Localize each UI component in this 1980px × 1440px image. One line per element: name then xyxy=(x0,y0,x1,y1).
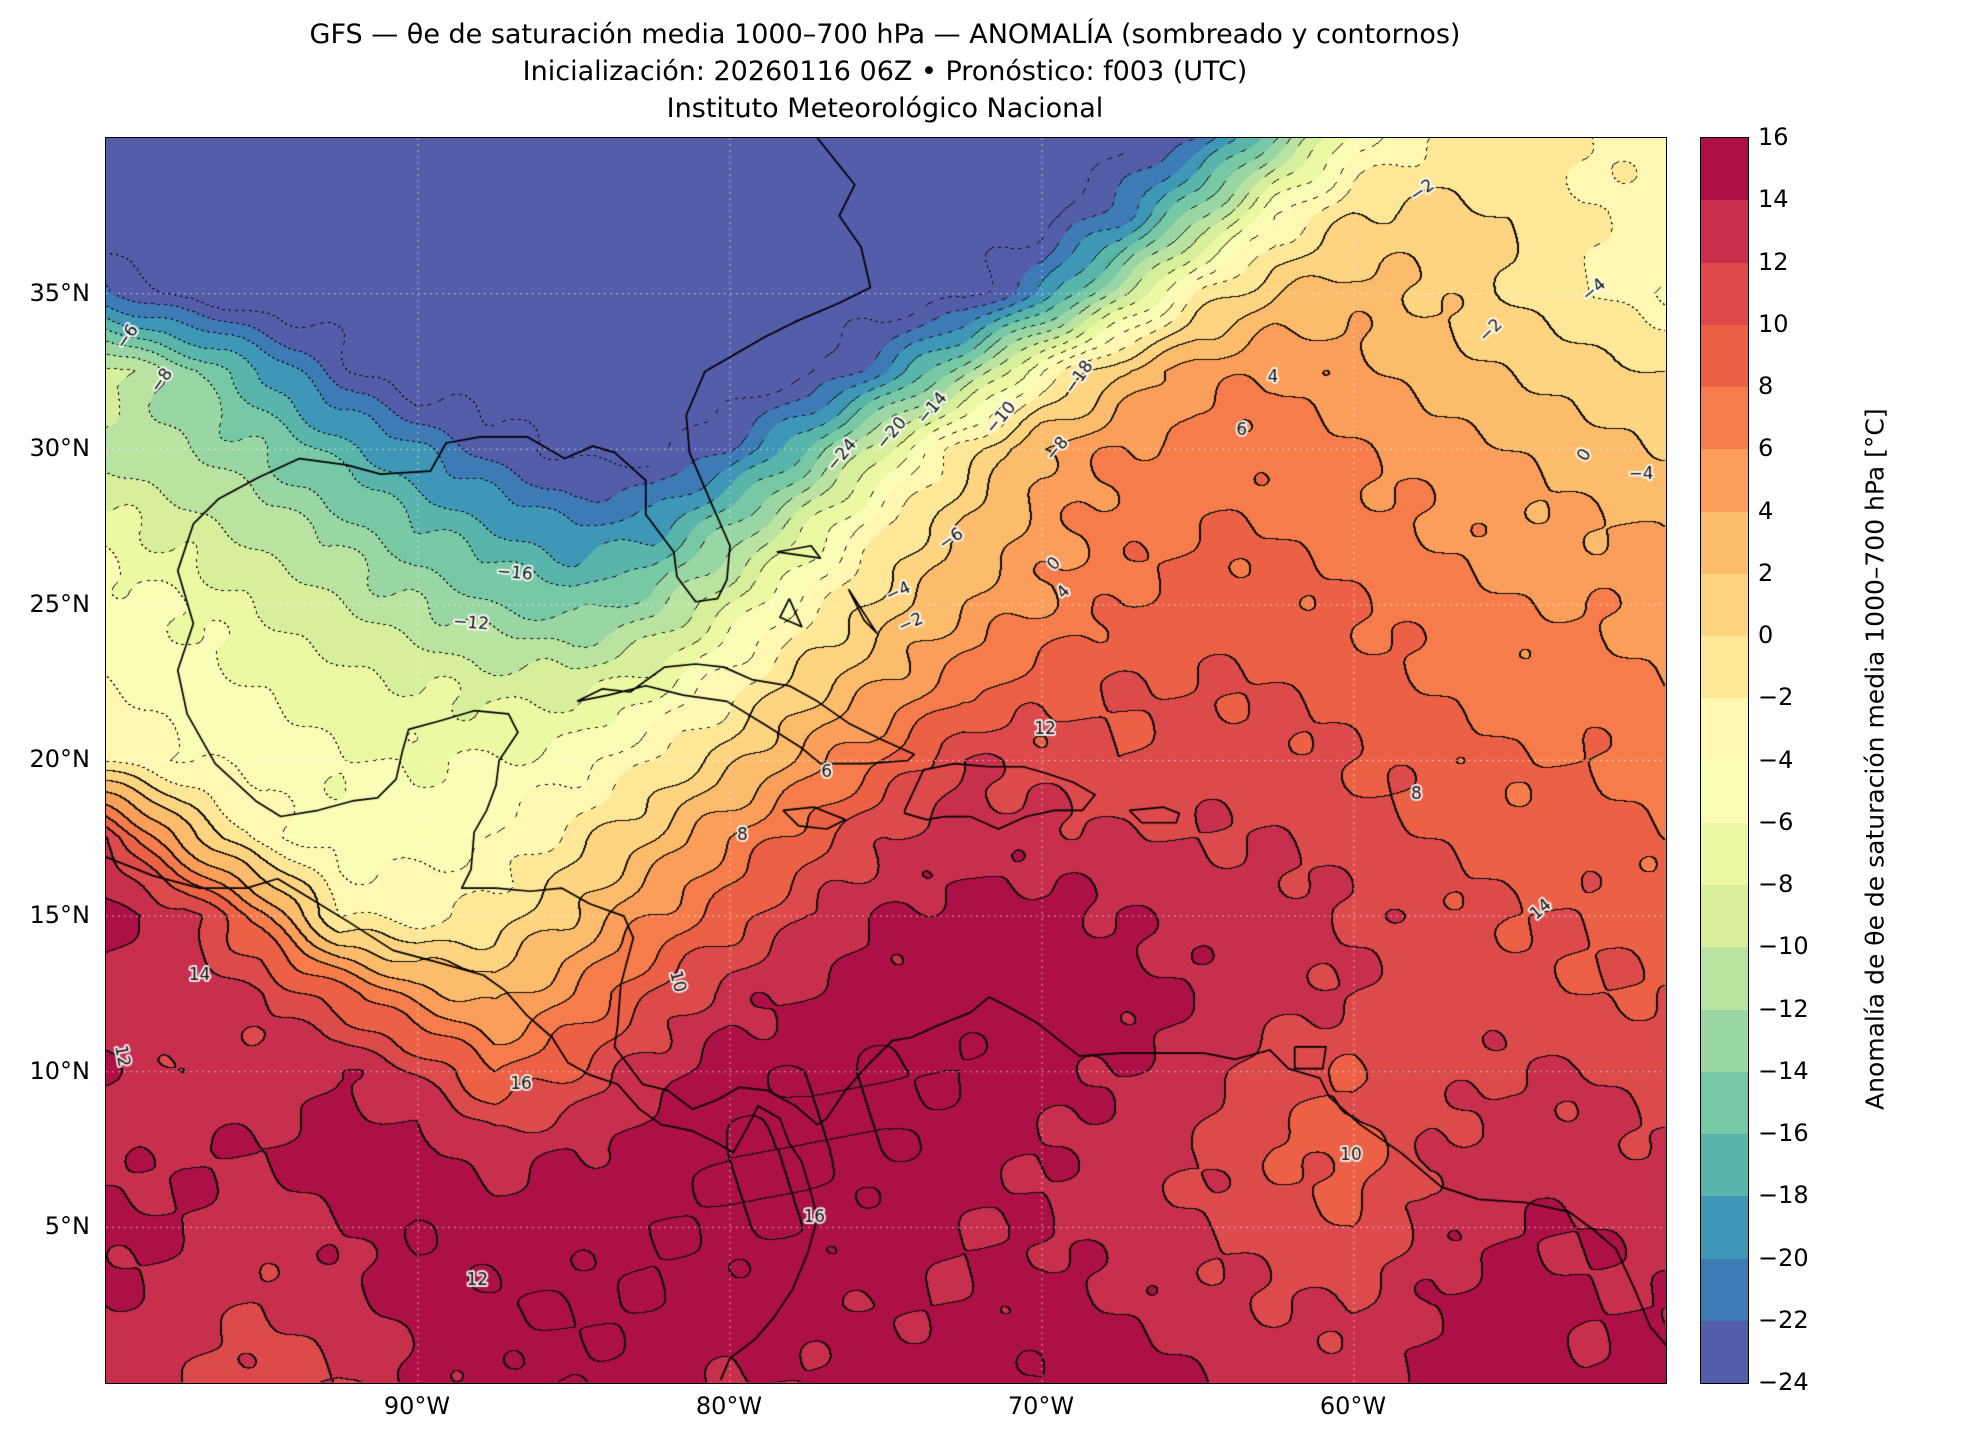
cb-tick-4: 4 xyxy=(1758,497,1774,525)
y-tick-35n: 35°N xyxy=(29,279,91,307)
cb-tick-m20: −20 xyxy=(1758,1244,1809,1272)
cb-tick-m2: −2 xyxy=(1758,683,1794,711)
colorbar-cell xyxy=(1701,387,1748,450)
chart-title-line2: Inicialización: 20260116 06Z • Pronóstic… xyxy=(522,56,1248,87)
colorbar-cell xyxy=(1701,636,1748,699)
y-tick-15n: 15°N xyxy=(29,901,91,929)
colorbar-cell xyxy=(1701,1258,1748,1321)
y-tick-20n: 20°N xyxy=(29,745,91,773)
map-plot-area xyxy=(105,137,1667,1384)
colorbar-cell xyxy=(1701,262,1748,325)
cb-tick-0: 0 xyxy=(1758,621,1774,649)
colorbar-axis-label: Anomalía de θe de saturación media 1000–… xyxy=(1860,408,1890,1111)
colorbar-cell xyxy=(1701,698,1748,761)
cb-tick-m12: −12 xyxy=(1758,995,1809,1023)
anomaly-map-canvas xyxy=(106,138,1666,1383)
cb-tick-2: 2 xyxy=(1758,559,1774,587)
colorbar-cell xyxy=(1701,822,1748,885)
x-tick-80w: 80°W xyxy=(695,1392,763,1420)
cb-tick-16: 16 xyxy=(1758,123,1789,151)
cb-tick-m10: −10 xyxy=(1758,932,1809,960)
cb-tick-10: 10 xyxy=(1758,310,1789,338)
chart-title-line1: GFS — θe de saturación media 1000–700 hP… xyxy=(309,19,1461,50)
y-tick-30n: 30°N xyxy=(29,434,91,462)
x-tick-90w: 90°W xyxy=(383,1392,451,1420)
cb-tick-m24: −24 xyxy=(1758,1368,1809,1396)
y-tick-5n: 5°N xyxy=(44,1212,90,1240)
cb-tick-m4: −4 xyxy=(1758,746,1794,774)
colorbar-cell xyxy=(1701,138,1748,201)
colorbar-cell xyxy=(1701,947,1748,1010)
cb-tick-m22: −22 xyxy=(1758,1306,1809,1334)
cb-tick-14: 14 xyxy=(1758,185,1789,213)
cb-tick-6: 6 xyxy=(1758,434,1774,462)
colorbar-cell xyxy=(1701,324,1748,387)
chart-title-line3: Instituto Meteorológico Nacional xyxy=(666,93,1104,124)
cb-tick-m14: −14 xyxy=(1758,1057,1809,1085)
cb-tick-m18: −18 xyxy=(1758,1181,1809,1209)
colorbar-cell xyxy=(1701,449,1748,512)
colorbar-cell xyxy=(1701,1071,1748,1134)
colorbar-cell xyxy=(1701,200,1748,263)
cb-tick-m8: −8 xyxy=(1758,870,1794,898)
colorbar-cell xyxy=(1701,885,1748,948)
y-tick-25n: 25°N xyxy=(29,590,91,618)
colorbar-cell xyxy=(1701,1320,1748,1383)
colorbar-cell xyxy=(1701,760,1748,823)
cb-tick-12: 12 xyxy=(1758,248,1789,276)
colorbar xyxy=(1700,137,1749,1384)
cb-tick-m6: −6 xyxy=(1758,808,1794,836)
y-tick-10n: 10°N xyxy=(29,1057,91,1085)
colorbar-cell xyxy=(1701,1196,1748,1259)
title-block: GFS — θe de saturación media 1000–700 hP… xyxy=(105,16,1665,127)
x-tick-70w: 70°W xyxy=(1007,1392,1075,1420)
colorbar-cell xyxy=(1701,573,1748,636)
colorbar-cell xyxy=(1701,511,1748,574)
colorbar-cell xyxy=(1701,1009,1748,1072)
colorbar-cell xyxy=(1701,1134,1748,1197)
cb-tick-8: 8 xyxy=(1758,372,1774,400)
x-tick-60w: 60°W xyxy=(1319,1392,1387,1420)
cb-tick-m16: −16 xyxy=(1758,1119,1809,1147)
